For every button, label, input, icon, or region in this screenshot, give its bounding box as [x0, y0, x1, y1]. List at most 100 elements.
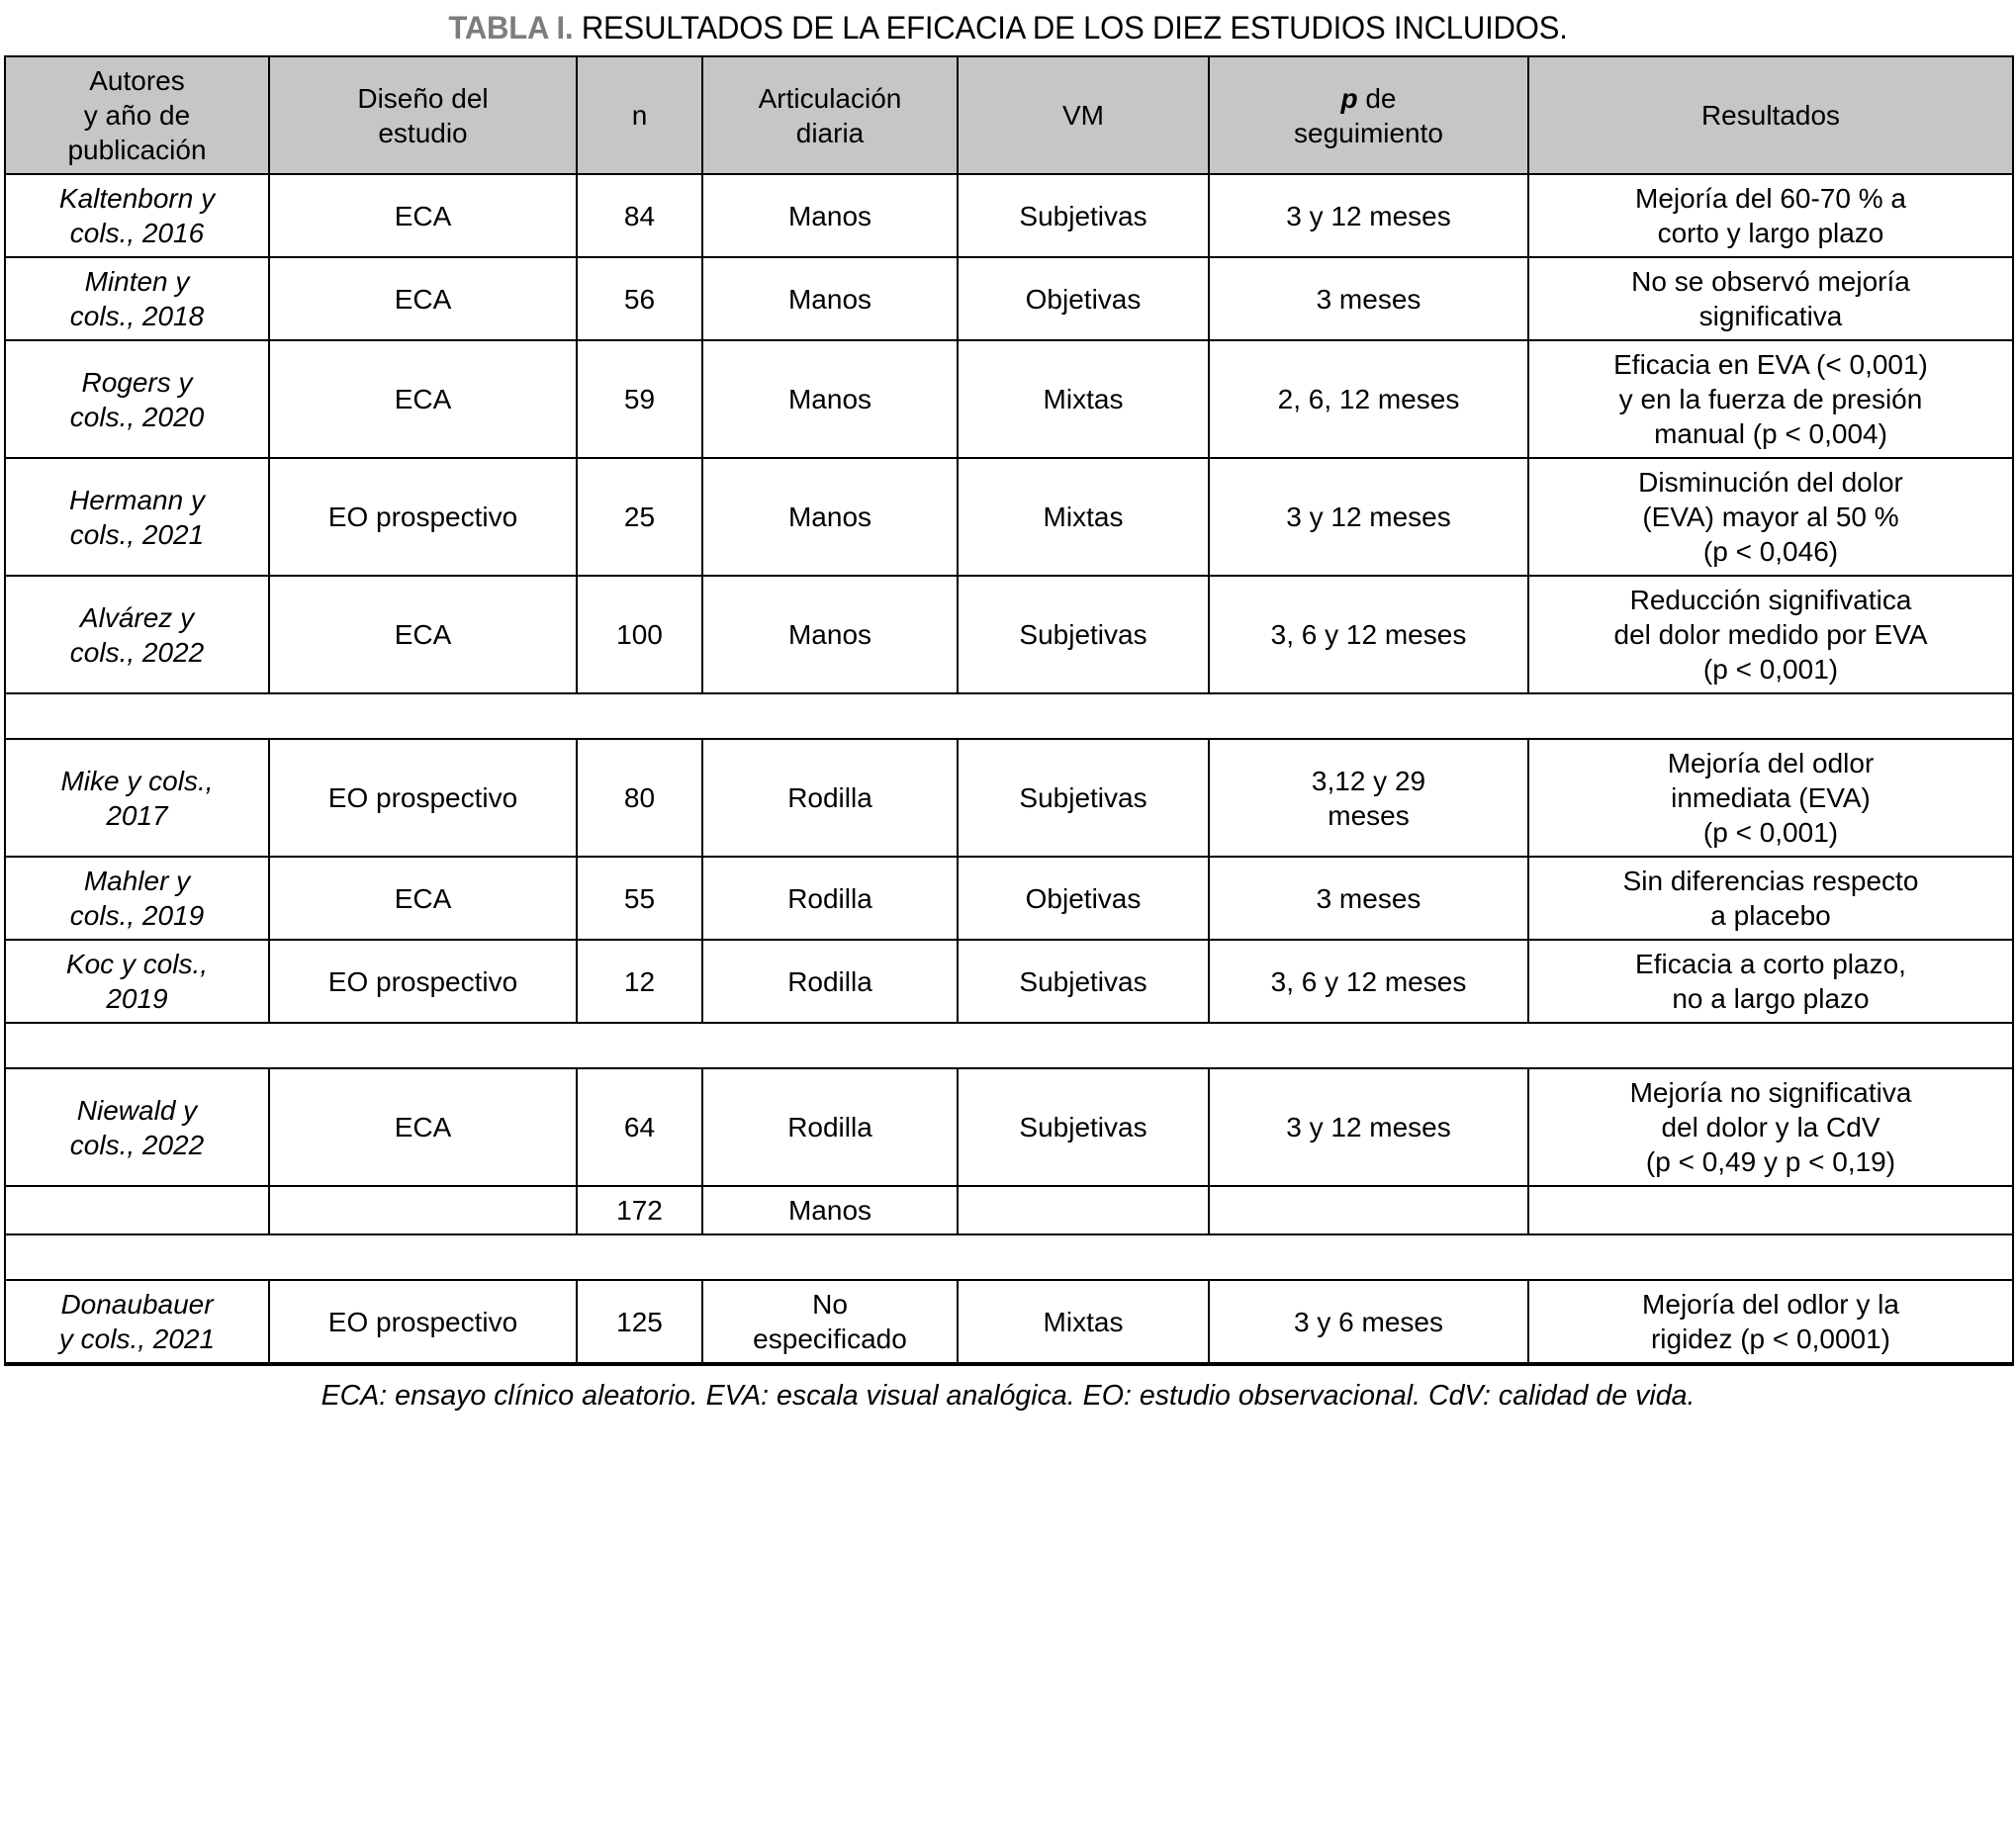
cell-design: EO prospectivo	[268, 457, 578, 577]
header-line-1: Diseño del	[357, 82, 489, 114]
cell-joint: Manos	[701, 339, 959, 459]
cell-joint: No especificado	[701, 1279, 959, 1366]
header-line-1: Articulación	[758, 82, 902, 114]
cell-joint: Rodilla	[701, 1067, 959, 1187]
cell-results: Mejoría no significativa del dolor y la C…	[1527, 1067, 2014, 1187]
header-line-2: diaria	[795, 117, 865, 148]
cell-author: Hermann y cols., 2021	[4, 457, 270, 577]
cell-design: EO prospectivo	[268, 939, 578, 1024]
cell-author: Mahler y cols., 2019	[4, 856, 270, 941]
section-spacer-row	[4, 692, 2014, 740]
cell-p: 2, 6, 12 meses	[1208, 339, 1529, 459]
cell-vm	[957, 1185, 1210, 1235]
efficacy-results-table: Autores y año de publicación Diseño del …	[4, 55, 2014, 1366]
cell-joint: Manos	[701, 457, 959, 577]
cell-joint: Manos	[701, 575, 959, 694]
cell-vm: Mixtas	[957, 1279, 1210, 1366]
table-title-text: RESULTADOS DE LA EFICACIA DE LOS DIEZ ES…	[573, 10, 1568, 46]
cell-author: Alvárez y cols., 2022	[4, 575, 270, 694]
cell-design: ECA	[268, 339, 578, 459]
page-title: TABLA I. RESULTADOS DE LA EFICACIA DE LO…	[34, 0, 1981, 55]
cell-p: 3 y 12 meses	[1208, 457, 1529, 577]
column-header-p-followup: p de seguimiento	[1208, 55, 1529, 175]
cell-p: 3, 6 y 12 meses	[1208, 575, 1529, 694]
spacer-cell	[4, 1233, 2014, 1281]
column-header-results: Resultados	[1527, 55, 2014, 175]
cell-n: 56	[576, 256, 703, 341]
spacer-cell	[4, 692, 2014, 740]
cell-vm: Subjetivas	[957, 1067, 1210, 1187]
column-header-joint: Articulación diaria	[701, 55, 959, 175]
cell-results: No se observó mejoría significativa	[1527, 256, 2014, 341]
cell-p	[1208, 1185, 1529, 1235]
cell-results: Eficacia en EVA (< 0,001) y en la fuerza …	[1527, 339, 2014, 459]
cell-n: 25	[576, 457, 703, 577]
cell-joint: Manos	[701, 1185, 959, 1235]
table-row: Minten y cols., 2018 ECA 56 Manos Objetivas 3 …	[4, 256, 2014, 341]
cell-vm: Mixtas	[957, 339, 1210, 459]
table-row: Niewald y cols., 2022 ECA 64 Rodilla Subjetiv…	[4, 1067, 2014, 1187]
cell-joint: Manos	[701, 173, 959, 258]
cell-author: Minten y cols., 2018	[4, 256, 270, 341]
cell-results	[1527, 1185, 2014, 1235]
table-row: 172 Manos	[4, 1185, 2014, 1235]
cell-vm: Subjetivas	[957, 738, 1210, 858]
cell-joint: Rodilla	[701, 856, 959, 941]
header-row: Autores y año de publicación Diseño del …	[4, 55, 2014, 175]
cell-joint: Manos	[701, 256, 959, 341]
table-row: Mahler y cols., 2019 ECA 55 Rodilla Objetivas…	[4, 856, 2014, 941]
cell-results: Mejoría del odlor y la rigidez (p < 0,000…	[1527, 1279, 2014, 1366]
cell-p: 3 y 12 meses	[1208, 173, 1529, 258]
cell-joint: Rodilla	[701, 738, 959, 858]
cell-n: 55	[576, 856, 703, 941]
cell-n: 80	[576, 738, 703, 858]
cell-results: Sin diferencias respecto a placebo	[1527, 856, 2014, 941]
cell-author: Donaubauer y cols., 2021	[4, 1279, 270, 1366]
table-body: Kaltenborn y cols., 2016 ECA 84 Manos Subjeti…	[4, 173, 2014, 1366]
cell-n: 59	[576, 339, 703, 459]
cell-n: 100	[576, 575, 703, 694]
column-header-author: Autores y año de publicación	[4, 55, 270, 175]
table-row: Rogers y cols., 2020 ECA 59 Manos Mixtas 2, 6,…	[4, 339, 2014, 459]
cell-results: Mejoría del odlor inmediata (EVA) (p < 0,0…	[1527, 738, 2014, 858]
cell-n: 125	[576, 1279, 703, 1366]
cell-results: Disminución del dolor (EVA) mayor al 50 %…	[1527, 457, 2014, 577]
section-spacer-row	[4, 1233, 2014, 1281]
header-line-1: de	[1357, 82, 1397, 114]
column-header-n: n	[576, 55, 703, 175]
table-row: Hermann y cols., 2021 EO prospectivo 25 Mano…	[4, 457, 2014, 577]
cell-author: Mike y cols., 2017	[4, 738, 270, 858]
cell-author: Kaltenborn y cols., 2016	[4, 173, 270, 258]
cell-vm: Mixtas	[957, 457, 1210, 577]
header-line-2: estudio	[378, 117, 468, 148]
cell-design: ECA	[268, 256, 578, 341]
table-row: Mike y cols., 2017 EO prospectivo 80 Rodilla…	[4, 738, 2014, 858]
cell-author: Koc y cols., 2019	[4, 939, 270, 1024]
cell-joint: Rodilla	[701, 939, 959, 1024]
header-line-3: publicación	[67, 135, 207, 165]
cell-p: 3 y 6 meses	[1208, 1279, 1529, 1366]
cell-p: 3 y 12 meses	[1208, 1067, 1529, 1187]
column-header-vm: VM	[957, 55, 1210, 175]
cell-design: ECA	[268, 575, 578, 694]
cell-p: 3, 6 y 12 meses	[1208, 939, 1529, 1024]
table-footnote: ECA: ensayo clínico aleatorio. EVA: esca…	[321, 1380, 1695, 1412]
cell-n: 172	[576, 1185, 703, 1235]
cell-n: 84	[576, 173, 703, 258]
header-p-italic: p	[1340, 82, 1358, 114]
cell-vm: Subjetivas	[957, 173, 1210, 258]
cell-vm: Objetivas	[957, 256, 1210, 341]
cell-design: ECA	[268, 1067, 578, 1187]
cell-design: EO prospectivo	[268, 1279, 578, 1366]
header-line-2: y año de	[83, 100, 191, 131]
header-line-1: Autores	[89, 65, 185, 96]
cell-results: Mejoría del 60-70 % a corto y largo plazo	[1527, 173, 2014, 258]
table-header: Autores y año de publicación Diseño del …	[4, 55, 2014, 175]
spacer-cell	[4, 1022, 2014, 1069]
table-row: Koc y cols., 2019 EO prospectivo 12 Rodilla S…	[4, 939, 2014, 1024]
cell-vm: Subjetivas	[957, 575, 1210, 694]
cell-results: Reducción signifivatica del dolor medido …	[1527, 575, 2014, 694]
cell-vm: Subjetivas	[957, 939, 1210, 1024]
header-line-2: seguimiento	[1294, 117, 1443, 148]
